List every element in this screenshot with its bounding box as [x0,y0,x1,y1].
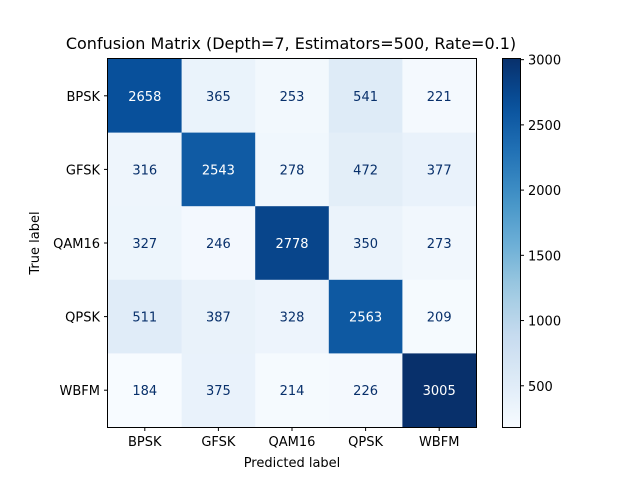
cell-value-label: 273 [427,237,452,252]
heatmap-cell [402,279,477,354]
colorbar-tick-label: 500 [528,380,553,395]
heatmap-cell [328,59,403,134]
cell-value-label: 214 [280,384,305,399]
heatmap-cell [255,132,330,207]
cell-value-label: 541 [353,90,378,105]
cell-value-label: 2543 [202,163,235,178]
y-tick-label: QPSK [65,311,100,326]
cell-value-label: 278 [280,163,305,178]
heatmap-cell [108,353,183,428]
cell-value-label: 350 [353,237,378,252]
cell-value-label: 246 [206,237,231,252]
heatmap-cells: 2658 365 253 541 221 316 2543 278 472 377 327 246 27… [108,59,477,428]
colorbar-ticks: 500 1000 1500 2000 2500 3000 [520,54,561,395]
heatmap-cell [108,206,183,281]
colorbar-tick-label: 2500 [528,119,561,134]
cell-value-label: 2778 [275,237,308,252]
heatmap-cell [328,279,403,354]
heatmap-cell [402,59,477,134]
heatmap-cell [108,59,183,134]
y-axis-ticks: BPSK GFSK QAM16 QPSK WBFM [53,90,108,399]
heatmap-cell [181,353,256,428]
x-tick-label: QPSK [348,435,383,450]
heatmap-cell [181,279,256,354]
cell-value-label: 375 [206,384,231,399]
heatmap-cell [255,206,330,281]
heatmap-cell [181,132,256,207]
cell-value-label: 2563 [349,311,382,326]
y-axis-label: True label [28,211,43,275]
heatmap-cell [402,353,477,428]
cell-value-label: 221 [427,90,452,105]
x-tick-label: GFSK [201,435,236,450]
heatmap-cell [255,279,330,354]
colorbar [502,58,521,428]
x-axis-label: Predicted label [244,456,341,471]
x-axis-ticks: BPSK GFSK QAM16 QPSK WBFM [128,427,459,450]
cell-value-label: 184 [132,384,157,399]
cell-value-label: 226 [353,384,378,399]
colorbar-tick-label: 3000 [528,54,561,69]
cell-value-label: 327 [132,237,157,252]
heatmap-cell [255,59,330,134]
heatmap-cell [328,206,403,281]
cell-value-label: 316 [132,163,157,178]
colorbar-tick-label: 1500 [528,249,561,264]
cell-value-label: 387 [206,311,231,326]
heatmap-cell [255,353,330,428]
heatmap-cell [402,206,477,281]
heatmap-cell [402,132,477,207]
x-tick-label: BPSK [128,435,162,450]
x-tick-label: WBFM [419,435,459,450]
cell-value-label: 328 [280,311,305,326]
cell-value-label: 365 [206,90,231,105]
cell-value-label: 377 [427,163,452,178]
heatmap-cell [328,353,403,428]
heatmap-cell [108,132,183,207]
cell-value-label: 3005 [423,384,456,399]
cell-value-label: 253 [280,90,305,105]
y-tick-label: GFSK [66,163,101,178]
cell-value-label: 472 [353,163,378,178]
heatmap-cell [181,59,256,134]
colorbar-tick-label: 1000 [528,315,561,330]
x-tick-label: QAM16 [269,435,316,450]
heatmap-cell [108,279,183,354]
colorbar-tick-label: 2000 [528,184,561,199]
heatmap-cell [181,206,256,281]
y-tick-label: BPSK [66,90,100,105]
cell-value-label: 209 [427,311,452,326]
y-tick-label: QAM16 [53,237,100,252]
y-tick-label: WBFM [60,384,100,399]
cell-value-label: 2658 [128,90,161,105]
cell-value-label: 511 [132,311,157,326]
chart-title: Confusion Matrix (Depth=7, Estimators=50… [66,34,516,53]
heatmap-cell [328,132,403,207]
